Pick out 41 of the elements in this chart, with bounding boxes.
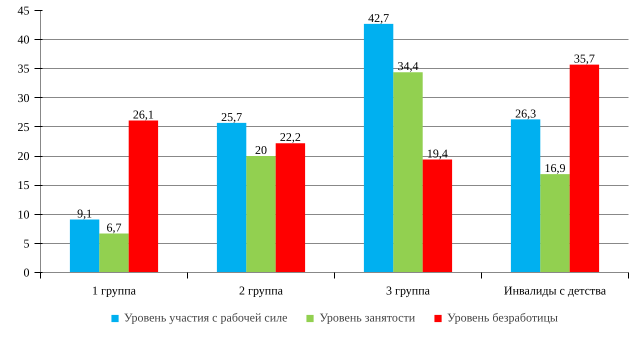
data-label: 26,3 <box>515 106 536 120</box>
y-tick-label: 0 <box>24 266 30 280</box>
y-tick-label: 25 <box>18 120 30 134</box>
data-label: 34,4 <box>398 59 418 74</box>
bar <box>570 64 600 272</box>
y-tick-label: 15 <box>18 178 30 192</box>
bar <box>216 122 246 272</box>
data-label: 19,4 <box>426 146 448 161</box>
y-tick-label: 40 <box>18 32 30 47</box>
x-tick-label: 3 группа <box>386 284 431 298</box>
data-label: 6,7 <box>106 220 122 234</box>
data-label: 16,9 <box>544 161 566 176</box>
y-tick-label: 10 <box>18 207 30 222</box>
bar <box>246 156 276 272</box>
y-tick-label: 5 <box>24 236 30 250</box>
bar <box>540 174 570 272</box>
bar <box>276 143 306 272</box>
data-label: 20 <box>255 143 267 158</box>
y-tick-label: 20 <box>18 149 30 164</box>
y-tick-label: 30 <box>18 90 30 105</box>
bar <box>99 233 129 272</box>
x-tick-label: 2 группа <box>239 284 284 298</box>
data-label: 26,1 <box>132 108 154 122</box>
bar <box>364 24 394 272</box>
data-label: 25,7 <box>221 110 242 124</box>
x-tick-label: Инвалиды с детства <box>504 284 607 298</box>
bar <box>393 72 423 272</box>
data-label: 22,2 <box>280 130 301 144</box>
data-label: 9,1 <box>77 206 92 221</box>
x-tick-label: 1 группа <box>92 284 137 298</box>
y-tick-label: 45 <box>18 4 30 18</box>
bar <box>70 220 100 272</box>
legend-label: Уровень занятости <box>319 310 416 326</box>
bar <box>422 160 452 272</box>
legend-label: Уровень участия с рабочей силе <box>124 310 288 326</box>
bar <box>510 119 540 272</box>
legend-label: Уровень безработицы <box>447 310 558 326</box>
data-label: 42,7 <box>368 10 390 25</box>
data-label: 35,7 <box>574 52 595 66</box>
bar <box>128 120 158 272</box>
y-tick-label: 35 <box>18 62 30 76</box>
